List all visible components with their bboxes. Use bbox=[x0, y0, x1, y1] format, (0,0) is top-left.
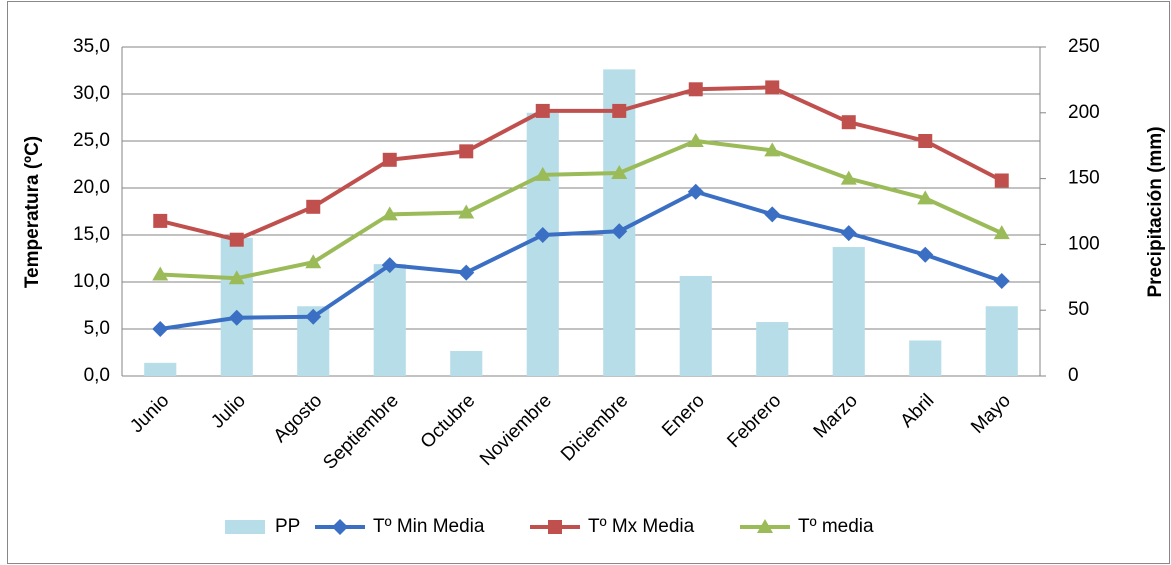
square-marker bbox=[229, 232, 244, 247]
y2-tick-label: 0 bbox=[1068, 365, 1079, 386]
legend-label: Tº media bbox=[798, 516, 874, 537]
triangle-marker bbox=[152, 266, 169, 281]
y-axis-label: Temperatura (ºC) bbox=[22, 136, 43, 288]
triangle-marker bbox=[611, 164, 628, 179]
y-tick-label: 10,0 bbox=[73, 271, 110, 292]
square-marker bbox=[994, 173, 1009, 188]
bar bbox=[144, 362, 177, 376]
triangle-marker bbox=[381, 206, 398, 221]
bar bbox=[220, 237, 253, 376]
bar bbox=[756, 322, 789, 376]
triangle-marker bbox=[840, 170, 857, 185]
diamond-marker bbox=[993, 273, 1010, 290]
diamond-marker bbox=[917, 246, 934, 263]
y2-tick-label: 250 bbox=[1068, 36, 1100, 57]
square-marker bbox=[688, 82, 703, 97]
bar bbox=[603, 69, 636, 376]
y-tick-label: 35,0 bbox=[73, 36, 110, 57]
bar bbox=[373, 264, 406, 376]
diamond-marker bbox=[458, 264, 475, 281]
y-tick-label: 0,0 bbox=[84, 365, 110, 386]
y-tick-label: 25,0 bbox=[73, 130, 110, 151]
triangle-marker bbox=[917, 190, 934, 205]
line bbox=[159, 189, 1003, 331]
square-marker bbox=[548, 520, 562, 534]
square-marker bbox=[306, 199, 321, 214]
line bbox=[160, 139, 1003, 281]
y2-axis-label: Precipitación (mm) bbox=[1145, 126, 1166, 297]
legend-label: PP bbox=[275, 516, 300, 537]
legend-label: Tº Mx Media bbox=[588, 516, 695, 537]
legend-swatch bbox=[225, 520, 265, 534]
bar bbox=[909, 340, 942, 376]
line bbox=[159, 85, 1003, 242]
diamond-marker bbox=[764, 206, 781, 223]
y2-tick-label: 150 bbox=[1068, 168, 1100, 189]
y2-tick-label: 50 bbox=[1068, 299, 1089, 320]
triangle-marker bbox=[764, 142, 781, 157]
diamond-marker bbox=[534, 227, 551, 243]
bar bbox=[450, 350, 483, 376]
square-marker bbox=[612, 103, 627, 118]
triangle-marker bbox=[228, 270, 245, 285]
diamond-marker bbox=[840, 225, 857, 242]
y-tick-label: 20,0 bbox=[73, 177, 110, 198]
square-marker bbox=[459, 144, 474, 159]
bar bbox=[679, 275, 712, 376]
square-marker bbox=[841, 115, 856, 130]
square-marker bbox=[382, 152, 397, 167]
bar bbox=[526, 112, 559, 377]
diamond-marker bbox=[687, 183, 704, 200]
bar bbox=[832, 247, 865, 376]
triangle-marker bbox=[305, 254, 322, 269]
square-marker bbox=[765, 80, 780, 95]
triangle-marker bbox=[993, 225, 1010, 240]
y2-tick-label: 100 bbox=[1068, 233, 1100, 254]
diamond-marker bbox=[152, 321, 169, 337]
legend-label: Tº Min Media bbox=[373, 516, 485, 537]
diamond-marker bbox=[611, 223, 628, 240]
diamond-marker bbox=[305, 308, 322, 325]
triangle-marker bbox=[687, 133, 704, 147]
square-marker bbox=[153, 213, 168, 228]
triangle-marker bbox=[534, 166, 551, 181]
triangle-marker bbox=[458, 204, 475, 219]
triangle-marker bbox=[757, 519, 773, 533]
y-tick-label: 30,0 bbox=[73, 83, 110, 104]
square-marker bbox=[535, 103, 550, 118]
y-tick-label: 5,0 bbox=[84, 318, 110, 339]
y2-tick-label: 200 bbox=[1068, 102, 1100, 123]
y-tick-label: 15,0 bbox=[73, 224, 110, 245]
diamond-marker bbox=[381, 257, 398, 274]
diamond-marker bbox=[228, 309, 245, 326]
square-marker bbox=[918, 134, 933, 148]
bar bbox=[985, 306, 1018, 376]
diamond-marker bbox=[332, 519, 348, 535]
